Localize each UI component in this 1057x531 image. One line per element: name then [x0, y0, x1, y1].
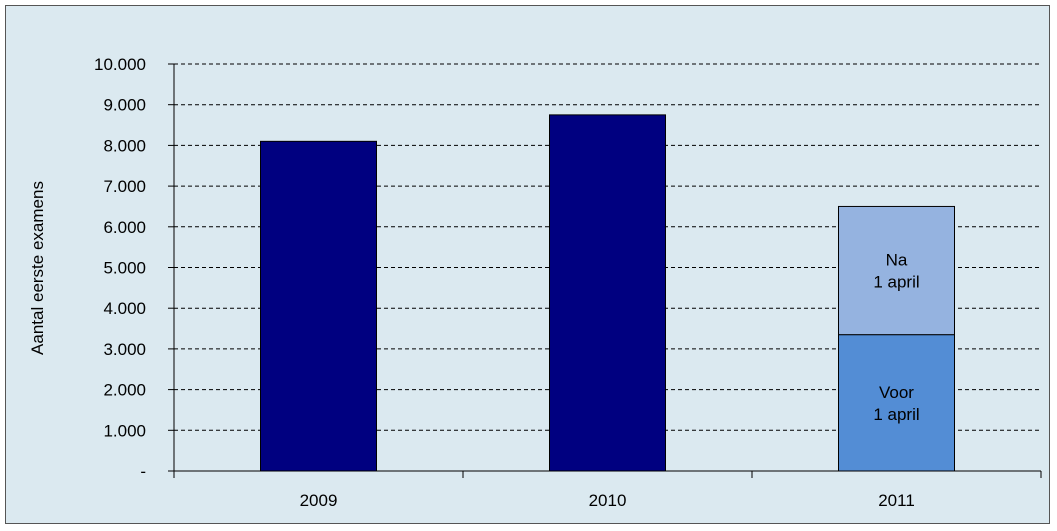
x-tick-label: 2010 [589, 491, 627, 510]
y-tick-label: 5.000 [103, 259, 146, 278]
y-tick-label: 4.000 [103, 299, 146, 318]
bar-2010 [549, 114, 666, 472]
bar-segment-label: 1 april [873, 273, 919, 292]
bar-segment-label: 1 april [873, 405, 919, 424]
bar-segment-label: Na [886, 251, 908, 270]
y-tick-label: 7.000 [103, 177, 146, 196]
x-tick-label: 2009 [300, 491, 338, 510]
y-tick-label: 6.000 [103, 218, 146, 237]
y-tick-label: 8.000 [103, 136, 146, 155]
y-axis-label: Aantal eerste examens [28, 181, 47, 355]
bar-2011 [838, 334, 955, 472]
y-tick-label: 2.000 [103, 381, 146, 400]
y-tick-label: 3.000 [103, 340, 146, 359]
y-tick-labels: - 1.000 2.000 3.000 4.000 5.000 6.000 7.000 8.00… [94, 55, 146, 481]
axes [168, 63, 1042, 478]
bars: Voor 1 april Na 1 april [260, 114, 955, 472]
bar-2011 [838, 205, 955, 336]
x-tick-labels: 2009 2010 2011 [300, 491, 915, 510]
y-tick-label: 9.000 [103, 96, 146, 115]
y-tick-label: - [140, 462, 146, 481]
bar-2009 [260, 140, 377, 472]
y-tick-label: 10.000 [94, 55, 146, 74]
x-tick-label: 2011 [878, 491, 915, 510]
bar-segment-label: Voor [879, 383, 914, 402]
y-tick-label: 1.000 [103, 421, 146, 440]
